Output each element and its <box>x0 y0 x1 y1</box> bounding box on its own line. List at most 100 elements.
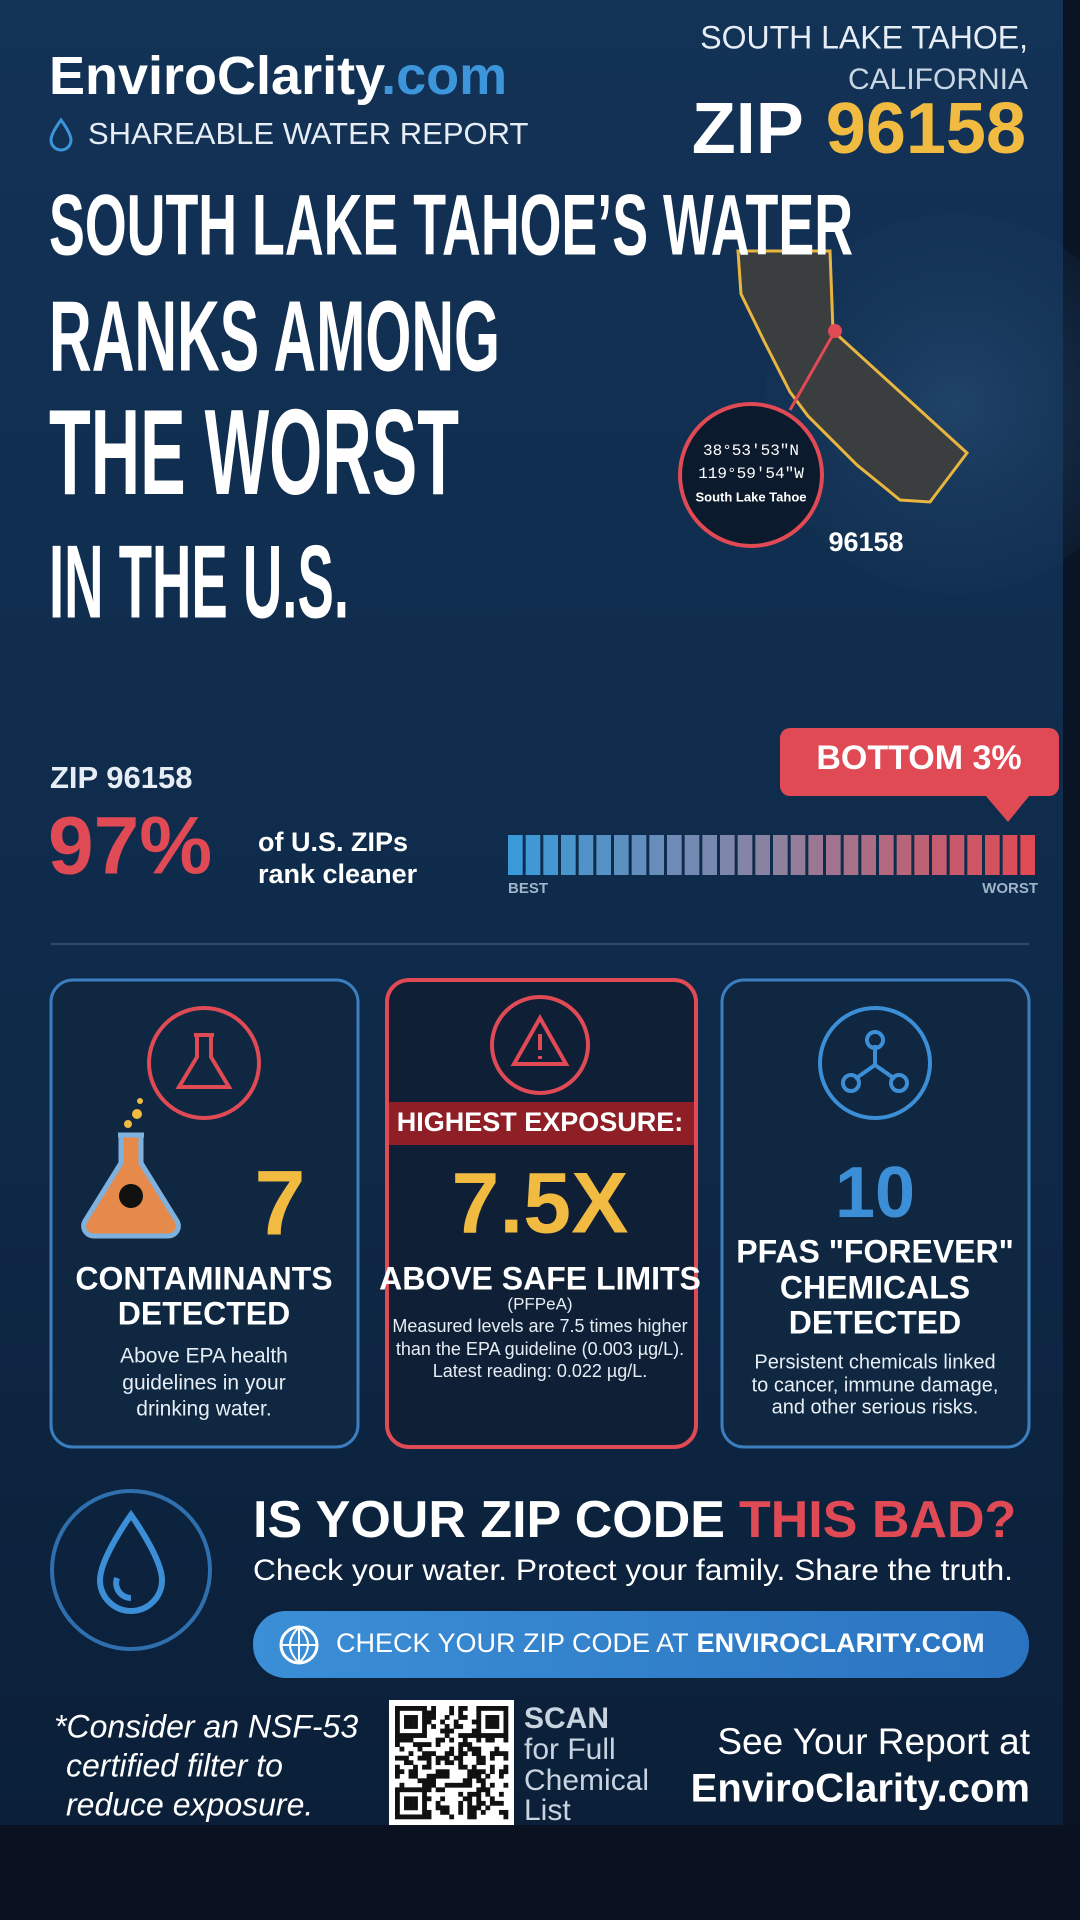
qr-module <box>408 1769 414 1775</box>
scale-segment <box>525 835 541 875</box>
qr-module <box>395 1814 400 1820</box>
qr-module <box>471 1805 477 1811</box>
card-body: and other serious risks. <box>772 1396 979 1418</box>
qr-module <box>471 1769 477 1775</box>
qr-module <box>498 1800 504 1806</box>
qr-module <box>471 1746 477 1752</box>
report-link[interactable]: EnviroClarity.com <box>691 1767 1030 1811</box>
qr-module <box>462 1782 468 1788</box>
qr-module <box>431 1715 436 1720</box>
card-title: DETECTED <box>118 1295 290 1331</box>
skull <box>119 1184 143 1208</box>
scale-segment <box>1002 835 1018 875</box>
coords-badge <box>678 402 824 548</box>
cta-button-text[interactable]: CHECK YOUR ZIP CODE AT ENVIROCLARITY.COM <box>336 1628 985 1658</box>
qr-module <box>395 1737 400 1743</box>
qr-module <box>480 1778 486 1784</box>
qr-module <box>426 1809 432 1815</box>
place: South Lake Tahoe <box>696 489 807 504</box>
qr-module <box>395 1773 400 1779</box>
qr-module <box>413 1724 418 1729</box>
qr-module <box>471 1719 477 1725</box>
qr-module <box>476 1760 482 1766</box>
qr-module <box>480 1733 486 1738</box>
qr-module <box>404 1737 409 1743</box>
qr-module <box>395 1769 400 1775</box>
qr-module <box>426 1764 432 1770</box>
location: CALIFORNIA <box>848 63 1028 96</box>
qr-module <box>498 1706 504 1711</box>
qr-module <box>476 1773 482 1779</box>
qr-module <box>503 1764 509 1770</box>
qr-module <box>426 1710 432 1716</box>
qr-module <box>417 1755 423 1761</box>
latitude: 38°53′53″N <box>703 442 799 460</box>
qr-module <box>494 1724 500 1729</box>
qr-module <box>435 1755 441 1761</box>
qr-module <box>440 1728 446 1734</box>
rank-zip: ZIP 96158 <box>50 760 192 795</box>
globe-icon <box>281 1626 317 1664</box>
qr-module <box>480 1782 486 1788</box>
qr-module <box>413 1805 418 1811</box>
bottom-band <box>0 1825 1080 1920</box>
qr-module <box>503 1755 509 1761</box>
qr-module <box>444 1715 450 1720</box>
qr-module <box>408 1719 414 1725</box>
qr-module <box>476 1715 482 1720</box>
qr-module <box>476 1719 482 1725</box>
scale-segment <box>578 835 594 875</box>
qr-module <box>467 1746 473 1752</box>
qr-module <box>422 1724 427 1729</box>
qr-module <box>431 1773 436 1779</box>
icon-circle <box>490 995 590 1095</box>
qr-module <box>444 1805 450 1811</box>
qr-module <box>489 1706 495 1711</box>
qr-module <box>494 1719 500 1725</box>
qr-module <box>444 1755 450 1761</box>
cta-button[interactable] <box>253 1611 1029 1678</box>
qr-module <box>413 1715 418 1720</box>
drop-icon <box>49 117 73 152</box>
scale-segment <box>985 835 1000 875</box>
qr-module <box>471 1733 477 1738</box>
qr-module <box>426 1778 432 1784</box>
qr-module <box>417 1787 423 1793</box>
qr-module <box>444 1782 450 1788</box>
qr-module <box>422 1787 427 1793</box>
qr-module <box>422 1755 427 1761</box>
qr-module <box>399 1746 405 1752</box>
scan-text: List <box>524 1794 571 1827</box>
qr-module <box>395 1800 400 1806</box>
qr-module <box>422 1715 427 1720</box>
qr-module <box>476 1724 482 1729</box>
scale-segment <box>508 835 523 875</box>
qr-module <box>408 1787 414 1793</box>
qr-module <box>404 1733 409 1738</box>
qr-module <box>467 1809 473 1815</box>
qr-module <box>395 1764 400 1770</box>
qr-module <box>440 1796 446 1802</box>
qr-module <box>431 1751 436 1757</box>
qr-module <box>404 1719 409 1725</box>
qr-module <box>489 1755 495 1761</box>
headline-line: SOUTH LAKE TAHOE’S WATER <box>49 178 853 274</box>
qr-module <box>476 1737 482 1743</box>
map-zip: 96158 <box>828 527 903 557</box>
qr-module <box>462 1737 468 1743</box>
card-body: drinking water. <box>136 1398 271 1421</box>
qr-module <box>417 1746 423 1752</box>
qr-module <box>422 1814 427 1820</box>
qr-module <box>413 1764 418 1770</box>
qr-module <box>489 1782 495 1788</box>
qr-module <box>471 1751 477 1757</box>
qr-module <box>458 1800 464 1806</box>
qr-module <box>458 1733 464 1738</box>
badge-bg <box>780 728 1059 796</box>
qr-module <box>440 1719 446 1725</box>
qr-module <box>395 1809 400 1815</box>
qr-module <box>458 1724 464 1729</box>
scale-segment <box>737 835 753 875</box>
qr-module <box>458 1751 464 1757</box>
qr-module <box>395 1742 400 1747</box>
